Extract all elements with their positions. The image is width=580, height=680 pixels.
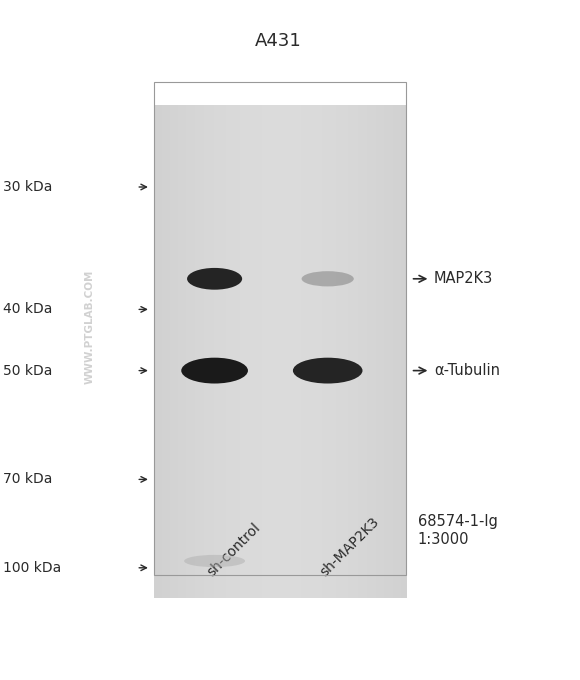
- Text: 50 kDa: 50 kDa: [3, 364, 52, 377]
- Ellipse shape: [293, 358, 362, 384]
- Bar: [154, 82, 406, 575]
- Ellipse shape: [302, 271, 354, 286]
- Text: A431: A431: [255, 32, 302, 50]
- Text: 30 kDa: 30 kDa: [3, 180, 52, 194]
- Text: sh-control: sh-control: [205, 521, 263, 579]
- Ellipse shape: [184, 555, 245, 567]
- Text: 40 kDa: 40 kDa: [3, 303, 52, 316]
- Text: 100 kDa: 100 kDa: [3, 561, 61, 575]
- Ellipse shape: [187, 268, 242, 290]
- Text: WWW.PTGLAB.COM: WWW.PTGLAB.COM: [85, 269, 95, 384]
- Text: sh-MAP2K3: sh-MAP2K3: [318, 515, 382, 579]
- Text: α-Tubulin: α-Tubulin: [434, 363, 500, 378]
- Ellipse shape: [181, 358, 248, 384]
- Text: 68574-1-Ig
1:3000: 68574-1-Ig 1:3000: [418, 514, 498, 547]
- Text: 70 kDa: 70 kDa: [3, 473, 52, 486]
- Text: MAP2K3: MAP2K3: [434, 271, 493, 286]
